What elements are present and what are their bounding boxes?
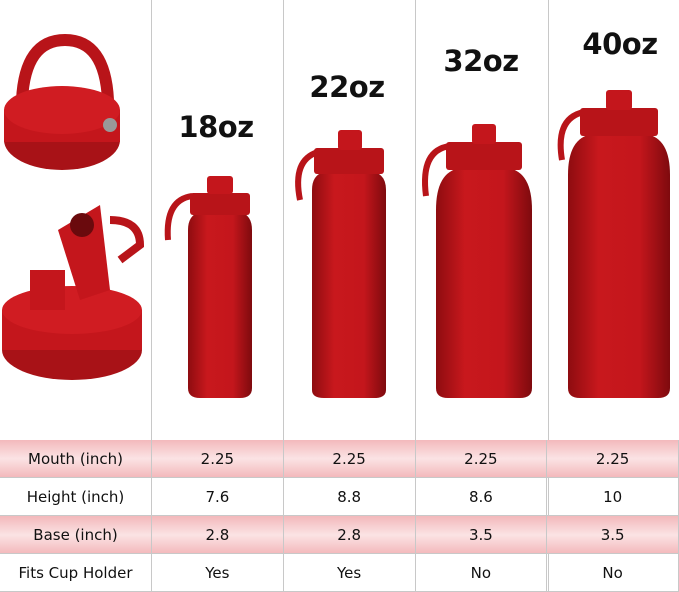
- divider: [415, 0, 416, 592]
- bottle-32oz: [422, 124, 532, 398]
- size-label-18oz: 18oz: [178, 110, 254, 144]
- flip-lid-image: [4, 33, 120, 170]
- cell: 3.5: [546, 515, 679, 554]
- cell: 2.25: [151, 440, 284, 478]
- row-label: Height (inch): [0, 477, 152, 516]
- spout-lid-image: [2, 205, 145, 380]
- cell: Yes: [283, 553, 416, 592]
- cell: 2.25: [546, 440, 679, 478]
- cell: 8.6: [415, 477, 548, 516]
- spec-table: Mouth (inch) 2.25 2.25 2.25 2.25 Height …: [0, 440, 679, 592]
- bottle-40oz: [557, 90, 670, 398]
- bottle-18oz: [164, 176, 252, 398]
- size-label-40oz: 40oz: [582, 27, 658, 61]
- cell: 2.8: [283, 515, 416, 554]
- cell: 3.5: [415, 515, 548, 554]
- cell: 8.8: [283, 477, 416, 516]
- bottle-22oz: [295, 130, 386, 398]
- row-label: Fits Cup Holder: [0, 553, 152, 592]
- cell: 2.25: [283, 440, 416, 478]
- cell: No: [415, 553, 548, 592]
- cell: 10: [546, 477, 679, 516]
- divider: [283, 0, 284, 592]
- cell: No: [546, 553, 679, 592]
- bottle-illustrations: [2, 33, 670, 398]
- table-row-cup-holder: Fits Cup Holder Yes Yes No No: [0, 553, 679, 592]
- divider: [548, 0, 549, 592]
- divider: [151, 0, 152, 592]
- table-row-base: Base (inch) 2.8 2.8 3.5 3.5: [0, 515, 679, 554]
- cell: 2.8: [151, 515, 284, 554]
- size-label-22oz: 22oz: [309, 70, 385, 104]
- table-row-height: Height (inch) 7.6 8.8 8.6 10: [0, 477, 679, 516]
- row-label: Base (inch): [0, 515, 152, 554]
- cell: Yes: [151, 553, 284, 592]
- cell: 7.6: [151, 477, 284, 516]
- size-label-32oz: 32oz: [443, 44, 519, 78]
- row-label: Mouth (inch): [0, 440, 152, 478]
- table-row-mouth: Mouth (inch) 2.25 2.25 2.25 2.25: [0, 440, 679, 478]
- cell: 2.25: [415, 440, 548, 478]
